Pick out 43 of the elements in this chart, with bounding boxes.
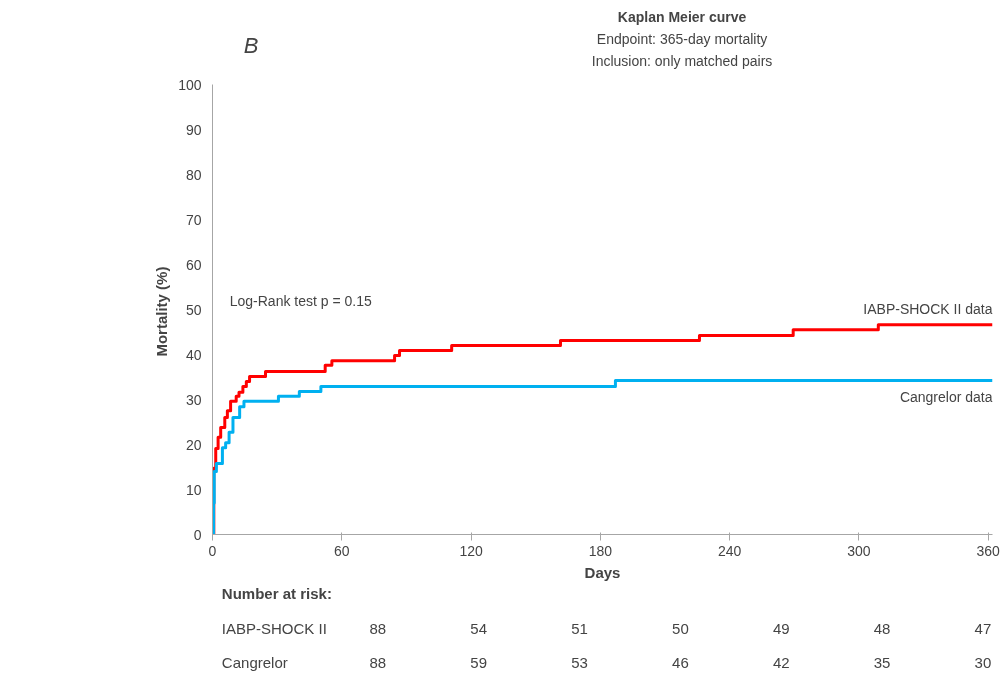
text: B (243, 33, 259, 58)
y-tick-label: 50 (185, 301, 202, 318)
y-tick-label: 80 (185, 166, 202, 183)
text: 35 (873, 653, 891, 671)
x-axis-title: Days (584, 563, 621, 581)
x-tick-label: 360 (976, 542, 1001, 559)
y-tick-label: 60 (185, 256, 202, 273)
text: 53 (571, 653, 588, 671)
text: Cangrelor (221, 654, 288, 671)
y-tick-label: 100 (178, 76, 202, 93)
text: 88 (369, 619, 387, 637)
text: 88 (369, 653, 387, 671)
y-axis-title: Mortality (%) (153, 266, 171, 357)
text: 50 (672, 619, 689, 637)
x-tick-label: 180 (588, 542, 613, 559)
x-tick-label: 300 (847, 542, 871, 559)
y-tick-label: 0 (193, 526, 202, 543)
text: 59 (470, 653, 488, 671)
y-tick-label: 20 (185, 436, 202, 453)
text: 54 (470, 619, 488, 637)
y-tick-label: 70 (185, 211, 202, 228)
text: 30 (974, 653, 992, 671)
y-tick-label: 10 (185, 481, 202, 498)
text: 46 (672, 653, 689, 671)
y-tick-label: 40 (185, 346, 202, 363)
x-tick-label: 60 (334, 542, 350, 559)
text: Number at risk: (221, 585, 332, 602)
text: IABP-SHOCK II (221, 620, 327, 637)
y-tick-label: 90 (185, 121, 202, 138)
x-tick-label: 120 (459, 542, 483, 559)
text: 49 (772, 619, 790, 637)
chart-subtitle: Endpoint: 365-day mortality Inclusion: only matched pairs (591, 30, 773, 69)
series-label: IABP-SHOCK II data (863, 300, 993, 317)
x-tick-label: 0 (208, 542, 217, 559)
annotation: Log-Rank test p = 0.15 (229, 292, 372, 309)
text: 47 (974, 619, 992, 637)
y-tick-label: 30 (185, 391, 202, 408)
x-tick-label: 240 (717, 542, 742, 559)
chart-title: Kaplan Meier curve (617, 8, 747, 25)
text: 42 (772, 653, 790, 671)
text: 48 (873, 619, 891, 637)
series-label: Cangrelor data (899, 388, 993, 405)
text: 51 (571, 619, 588, 637)
